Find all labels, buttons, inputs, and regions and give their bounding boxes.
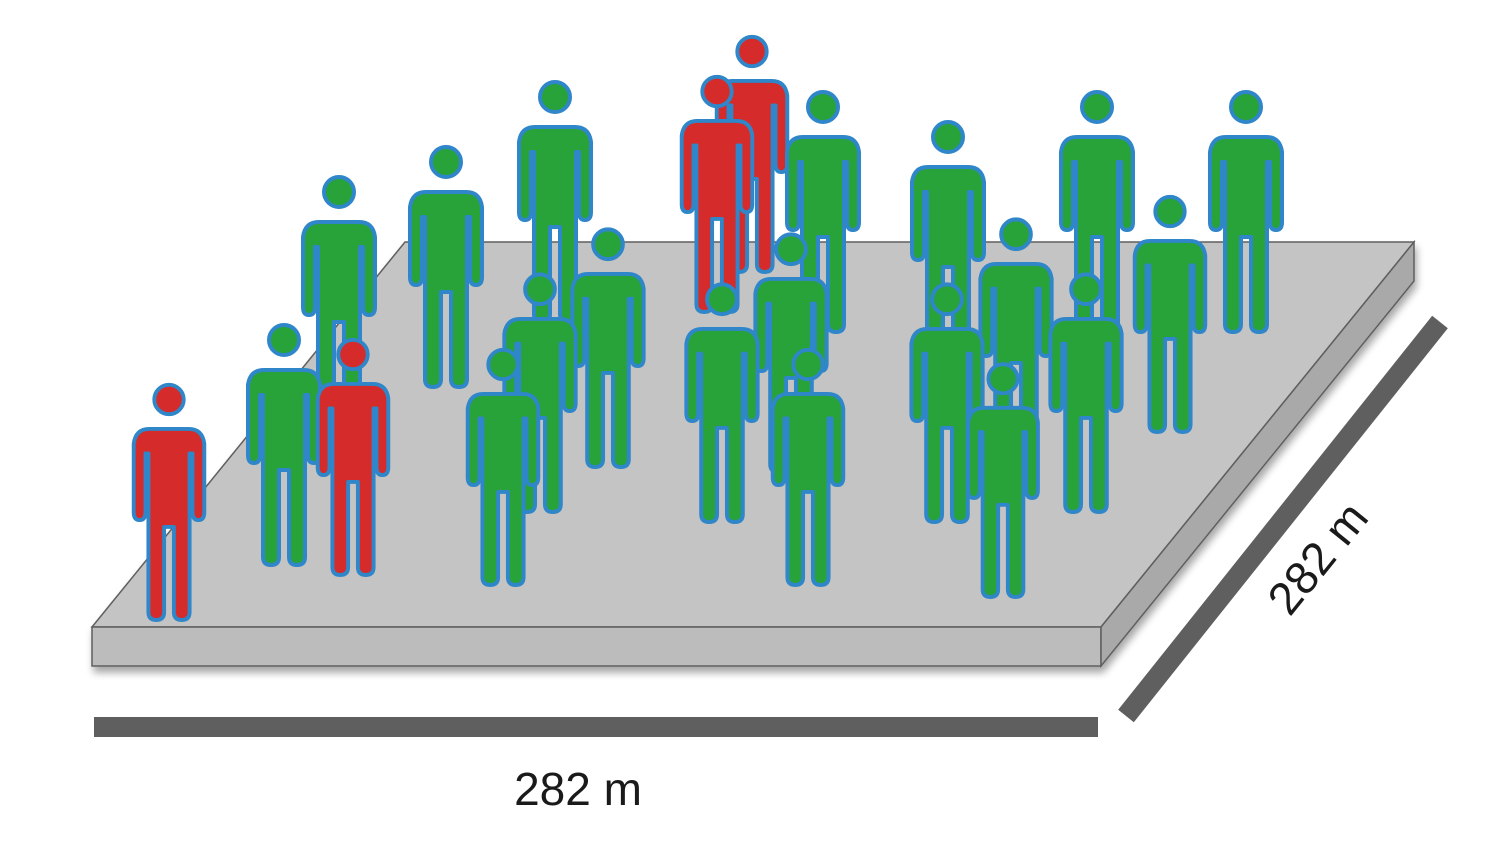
person-body (684, 326, 760, 524)
person-body (1048, 316, 1124, 514)
platform-front-face (91, 626, 1102, 667)
person-head (705, 282, 739, 317)
person-head (267, 323, 301, 357)
person-head (931, 120, 965, 154)
person-head (1069, 272, 1103, 307)
person-head (322, 175, 356, 209)
person-head (1153, 194, 1187, 229)
person-head (523, 272, 557, 307)
person-body (1208, 135, 1284, 334)
green-person-figure (910, 120, 986, 364)
person-head (700, 74, 734, 109)
person-body (465, 391, 541, 587)
person-body (408, 190, 484, 389)
person-head (999, 217, 1033, 252)
person-head (735, 34, 769, 69)
green-person-figure (770, 347, 846, 587)
person-body (910, 165, 986, 364)
person-head (930, 282, 964, 317)
person-body (315, 381, 391, 577)
person-body (770, 391, 846, 587)
green-person-figure (465, 347, 541, 587)
person-body (131, 426, 207, 622)
green-person-figure (408, 145, 484, 389)
green-person-figure (966, 362, 1040, 599)
person-head (986, 362, 1020, 396)
person-head (791, 347, 825, 382)
platform-side-face (1100, 239, 1415, 669)
person-head (1080, 90, 1114, 124)
person-head (1229, 90, 1263, 124)
green-person-figure (684, 282, 760, 524)
green-person-figure (1048, 272, 1124, 514)
width-dimension-label: 282 m (514, 763, 642, 815)
person-head (591, 227, 625, 262)
red-person-figure (679, 74, 755, 314)
red-person-figure (131, 382, 207, 622)
person-body (966, 405, 1040, 599)
red-person-figure (315, 337, 391, 577)
green-person-figure (1208, 90, 1284, 334)
person-head (806, 90, 840, 124)
green-person-figure (1132, 194, 1208, 434)
person-body (679, 118, 755, 314)
depth-dimension-label: 282 m (1257, 492, 1378, 624)
people-group (131, 34, 1284, 622)
person-head (429, 145, 463, 179)
green-person-figure (246, 323, 322, 567)
person-head (486, 347, 520, 382)
depth-dimension-bar (1118, 315, 1448, 723)
person-head (774, 232, 808, 267)
person-head (538, 80, 572, 114)
green-person-figure (909, 282, 985, 524)
person-head (152, 382, 186, 417)
person-body (1132, 238, 1208, 434)
person-head (336, 337, 370, 372)
